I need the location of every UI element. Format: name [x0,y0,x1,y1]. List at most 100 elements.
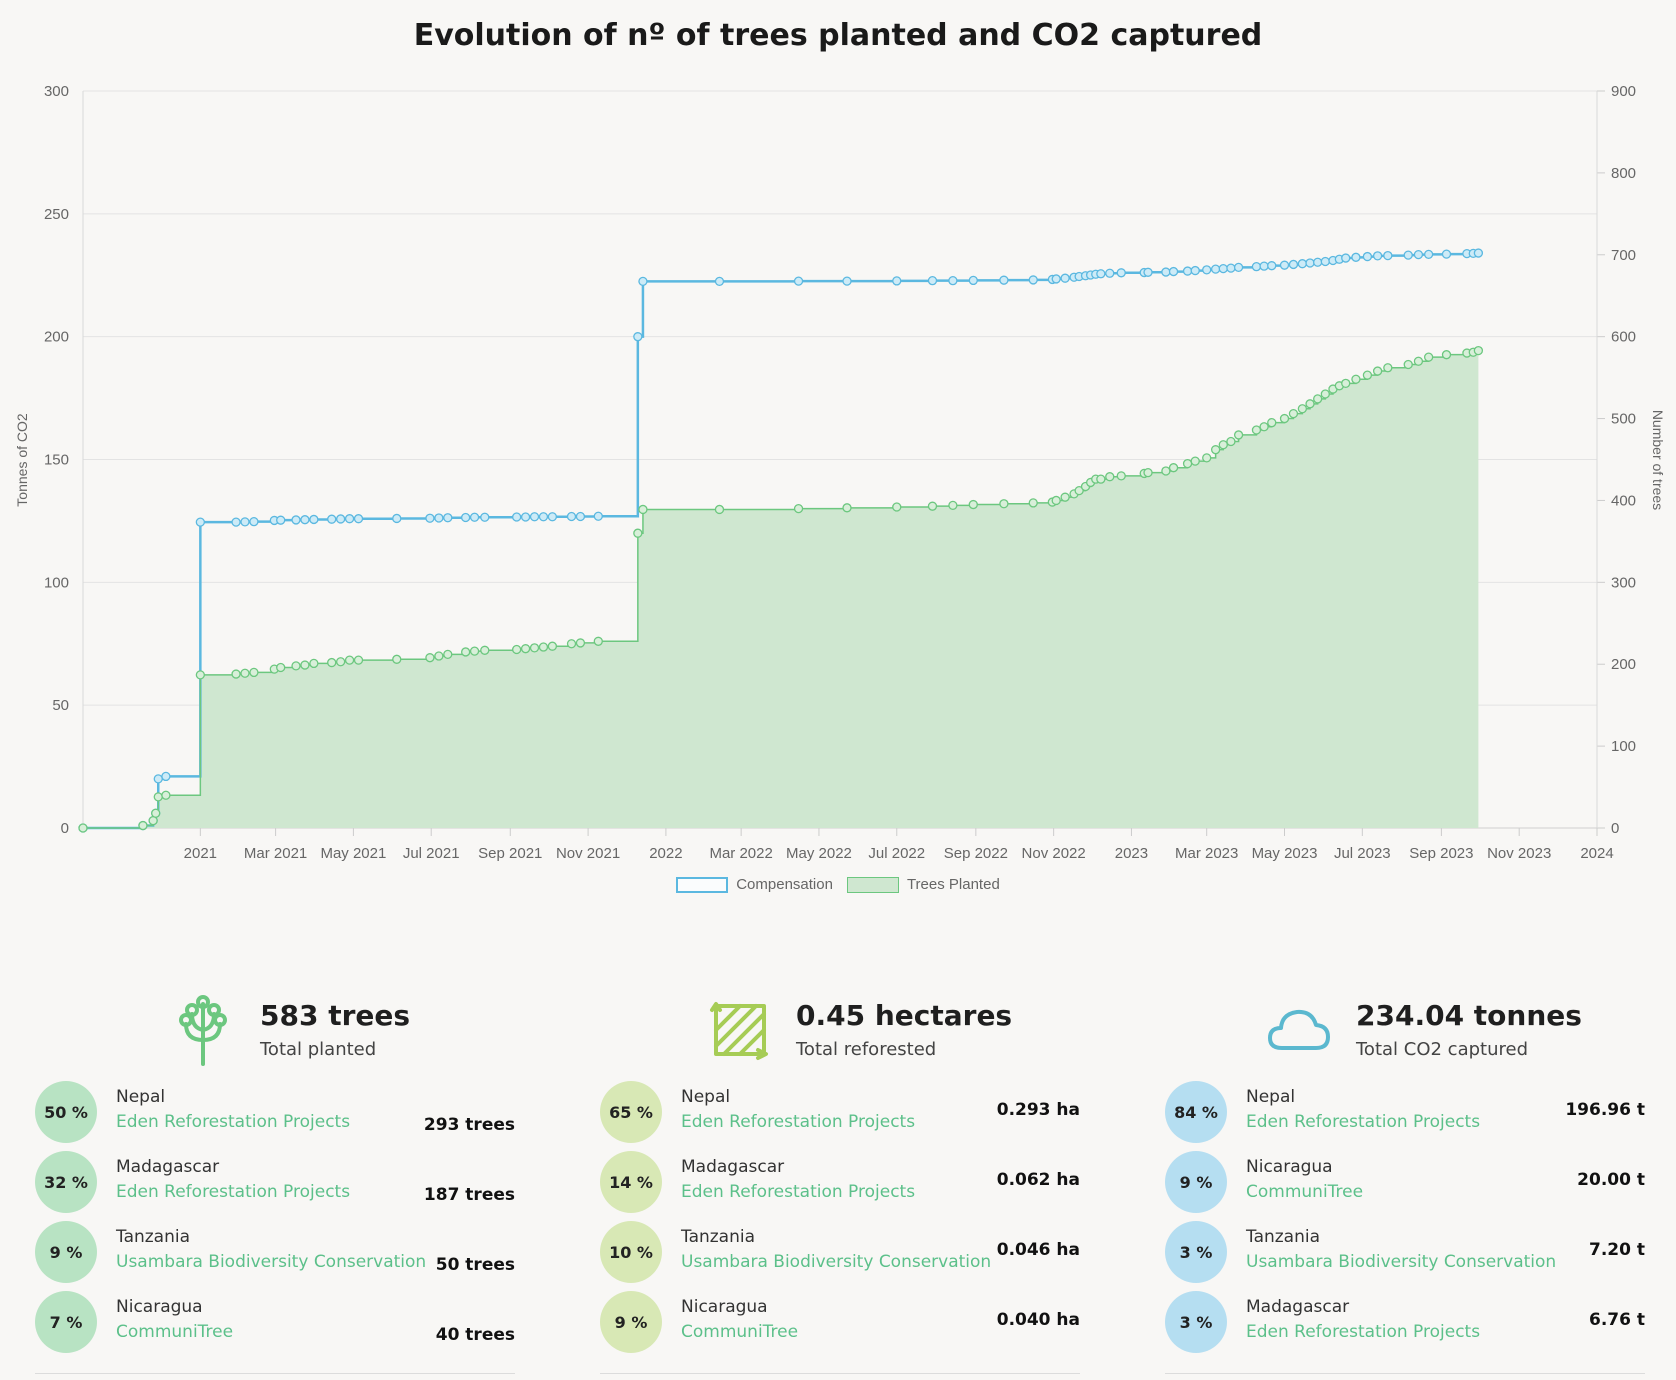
country-name: Nicaragua [681,1297,768,1317]
compensation-point [1372,251,1383,261]
compensation-point [1060,273,1070,283]
project-link[interactable]: Eden Reforestation Projects [1246,1322,1481,1342]
divider [35,1373,515,1374]
compensation-point [1096,269,1106,279]
chart-plot: 0 50 100 150 200 250 300 0 100 200 300 400 500 600 700… [14,83,1666,862]
amount-value: 50 trees [435,1255,515,1275]
compensation-point [529,512,540,522]
trees-point [927,501,938,511]
compensation-point [793,276,804,286]
stat-co2-value: 234.04 tonnes [1356,999,1582,1033]
series-markers [78,248,1484,833]
chart-legend: Compensation Trees Planted [0,876,1676,893]
x-tick-label: 2021 [184,845,217,862]
list-item: 3 % Madagascar Eden Reforestation Projec… [1165,1285,1645,1355]
project-link[interactable]: Eden Reforestation Projects [116,1182,351,1202]
compensation-point [309,514,319,525]
list-item: 14 % Madagascar Eden Reforestation Proje… [600,1145,1080,1215]
project-link[interactable]: Eden Reforestation Projects [681,1182,916,1202]
compensation-point [291,515,301,525]
project-link[interactable]: Eden Reforestation Projects [1246,1112,1481,1132]
compensation-point [231,517,241,527]
project-link[interactable]: Usambara Biodiversity Conservation [116,1252,427,1272]
axis-ticks: 0 50 100 150 200 250 300 0 100 200 300 400 500 600 700… [44,83,1636,862]
project-link[interactable]: CommuniTree [116,1322,234,1342]
compensation-point [575,511,586,522]
percent-badge: 9 % [600,1291,662,1353]
country-name: Nepal [681,1087,731,1107]
compensation-point [1351,252,1361,262]
compensation-point [1168,266,1179,277]
x-tick-label: Sep 2022 [944,845,1008,862]
trees-point [434,651,444,661]
project-link[interactable]: Eden Reforestation Projects [116,1112,351,1132]
compensation-point [1233,262,1244,273]
trees-point [1473,345,1484,356]
y2-tick-label: 500 [1611,411,1636,428]
project-link[interactable]: Usambara Biodiversity Conservation [681,1252,992,1272]
compensation-point [968,275,978,286]
x-tick-label: Nov 2021 [556,845,620,862]
trees-point [512,644,522,655]
compensation-point [1210,264,1221,274]
trees-point [842,503,852,513]
compensation-point [547,512,558,522]
trees-point [1267,417,1277,428]
trees-point [151,808,161,818]
trees-point [344,655,355,665]
trees-area-fill [83,350,1479,828]
trees-point [1105,472,1115,482]
amount-value: 187 trees [423,1185,515,1205]
country-name: Nicaragua [1246,1157,1333,1177]
trees-point [1202,453,1212,463]
trees-point [1320,389,1330,399]
trees-point [480,645,490,655]
compensation-point [1473,248,1484,258]
trees-point [153,792,163,802]
trees-point [1341,378,1351,388]
trees-point [1413,356,1424,366]
compensation-point [1259,261,1269,271]
compensation-point [633,332,643,342]
legend-label-trees: Trees Planted [906,876,1000,893]
trees-point [425,653,435,663]
percent-badge: 10 % [600,1221,662,1283]
list-item: 9 % Tanzania Usambara Biodiversity Conse… [35,1215,515,1285]
x-tick-label: Sep 2021 [478,845,542,862]
trees-point [231,669,241,679]
project-link[interactable]: CommuniTree [1246,1182,1364,1202]
trees-point [195,670,205,680]
compensation-point [240,517,250,527]
trees-point [1096,474,1106,484]
trees-point [309,658,319,669]
list-item: 50 % Nepal Eden Reforestation Projects 2… [35,1075,515,1145]
country-name: Tanzania [1246,1227,1321,1247]
compensation-point [1105,268,1115,278]
y-tick-label: 200 [44,329,69,346]
trees-point [1182,458,1193,469]
project-link[interactable]: Usambara Biodiversity Conservation [1246,1252,1557,1272]
trees-point [161,790,171,800]
stat-co2-label: Total CO2 captured [1356,1038,1528,1060]
legend-trees-planted[interactable]: Trees Planted [846,876,1000,893]
percent-badge: 14 % [600,1151,662,1213]
trees-point [300,660,310,670]
compensation-point [195,517,205,527]
y-tick-label: 300 [44,83,69,100]
project-link[interactable]: Eden Reforestation Projects [681,1112,916,1132]
trees-point [1313,394,1323,404]
project-link[interactable]: CommuniTree [681,1322,799,1342]
compensation-point [1143,267,1153,277]
list-item: 9 % Nicaragua CommuniTree 20.00 t [1165,1145,1645,1215]
list-item: 84 % Nepal Eden Reforestation Projects 1… [1165,1075,1645,1145]
x-tick-label: Mar 2022 [709,845,772,862]
legend-compensation[interactable]: Compensation [676,876,833,893]
trees-point [593,636,603,646]
x-tick-label: Mar 2021 [244,845,307,862]
percent-badge: 9 % [1165,1151,1227,1213]
x-tick-label: Nov 2023 [1487,845,1551,862]
trees-point [892,502,902,512]
compensation-point [1028,275,1038,285]
divider [600,1373,1080,1374]
trees-point [1168,463,1179,473]
